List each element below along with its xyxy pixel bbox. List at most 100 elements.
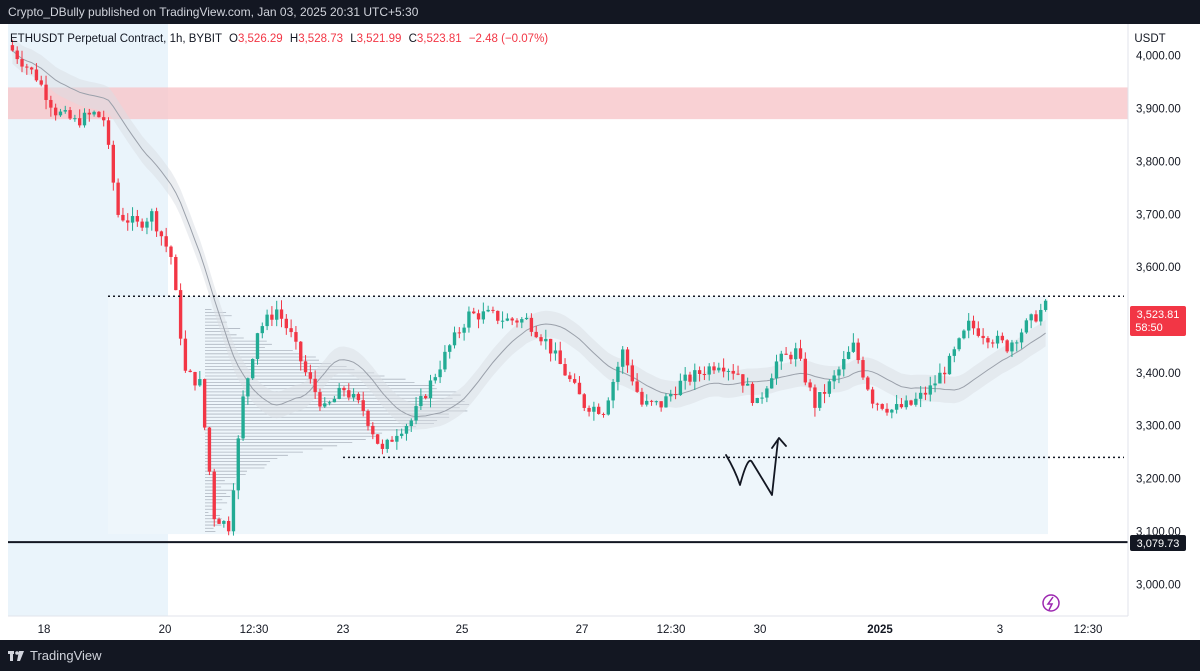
candle-body (568, 375, 572, 380)
candle-body (1034, 314, 1038, 322)
candle-body (500, 320, 505, 322)
candle-body (774, 361, 779, 379)
candle-body (183, 338, 188, 371)
candle-body (938, 372, 942, 384)
candle-body (548, 338, 553, 354)
support-level-tag (1130, 535, 1186, 551)
candle-body (337, 387, 341, 399)
candle-body (601, 413, 606, 415)
candle-body (572, 379, 577, 383)
brand[interactable]: TradingView (8, 640, 102, 671)
candle-body (971, 320, 976, 329)
candle-body (870, 389, 875, 404)
price-tick-label: 3,900.00 (1136, 104, 1181, 116)
candle-body (866, 377, 870, 390)
candle-body (630, 365, 635, 382)
candle-body (467, 311, 471, 328)
candle-body (837, 369, 841, 376)
candle-body (789, 354, 793, 360)
candle-body (443, 351, 447, 370)
support-level-value: 3,079.73 (1137, 538, 1180, 550)
candle-body (44, 84, 48, 100)
time-tick-label: 23 (337, 624, 350, 636)
candle-body (731, 370, 735, 374)
candle-body (798, 348, 803, 359)
candle-body (995, 335, 1000, 344)
candle-countdown: 58:50 (1135, 322, 1163, 334)
high-label: H (289, 33, 299, 45)
candle-body (385, 439, 389, 449)
candle-body (279, 309, 284, 319)
candle-body (351, 393, 356, 398)
candle-body (34, 69, 39, 81)
candle-body (923, 392, 928, 395)
candle-body (20, 59, 24, 67)
currency-label: USDT (1134, 33, 1165, 45)
candle-body (371, 425, 375, 435)
candle-body (472, 311, 476, 314)
candle-body (1024, 320, 1029, 333)
candle-body (82, 112, 87, 126)
candle-body (654, 401, 659, 403)
candle-body (15, 50, 19, 60)
candle-body (39, 80, 43, 85)
candle-body (914, 398, 918, 405)
candle-body (1019, 332, 1024, 343)
candle-body (174, 256, 178, 291)
change-value: −2.48 (−0.07%) (468, 33, 549, 45)
tradingview-logo-icon (8, 650, 24, 661)
candle-body (188, 370, 192, 373)
candle-body (712, 366, 716, 371)
candle-body (356, 393, 361, 401)
candle-body (1043, 300, 1048, 310)
candle-body (851, 342, 856, 352)
candle-body (347, 390, 351, 398)
candle-body (616, 366, 620, 382)
price-tick-label: 3,800.00 (1136, 156, 1181, 168)
candle-body (717, 367, 721, 371)
lightning-icon[interactable] (1042, 594, 1060, 612)
candle-body (399, 433, 404, 436)
candle-body (102, 117, 106, 121)
candle-body (375, 434, 380, 444)
last-price-tag (1130, 306, 1186, 336)
candle-body (323, 403, 327, 407)
candle-body (611, 381, 615, 401)
candle-body (10, 45, 15, 51)
candle-body (986, 338, 990, 343)
candle-body (491, 309, 495, 311)
candle-body (553, 350, 558, 354)
candle-body (659, 401, 663, 408)
candle-body (976, 328, 981, 336)
candle-body (942, 372, 947, 375)
time-tick-label: 12:30 (1074, 624, 1103, 636)
candle-body (419, 396, 423, 407)
candle-body (169, 246, 173, 257)
candle-body (284, 318, 289, 329)
candle-body (414, 406, 418, 421)
candle-body (515, 320, 519, 323)
candle-body (308, 372, 313, 379)
candle-body (193, 372, 197, 386)
candle-body (741, 374, 745, 386)
candle-body (894, 404, 899, 410)
candle-body (342, 387, 346, 391)
candle-body (818, 392, 822, 408)
candle-body (563, 364, 567, 376)
candle-body (846, 351, 851, 359)
candle-body (678, 380, 683, 396)
candle-body (592, 406, 596, 412)
time-tick-label: 3 (997, 624, 1003, 636)
candle-body (486, 309, 490, 312)
price-chart[interactable]: 4,000.00 3,900.00 3,800.00 3,700.00 3,600.00… (0, 0, 1200, 640)
candle-body (645, 400, 649, 405)
candle-body (880, 404, 884, 409)
candle-body (361, 400, 365, 411)
close-label: C (408, 33, 417, 45)
candle-body (707, 366, 711, 375)
candle-body (856, 342, 860, 361)
time-tick-label: 12:30 (240, 624, 269, 636)
candle-body (803, 358, 808, 383)
candle-body (885, 408, 889, 413)
publish-header: Crypto_DBully published on TradingView.c… (0, 0, 1200, 24)
